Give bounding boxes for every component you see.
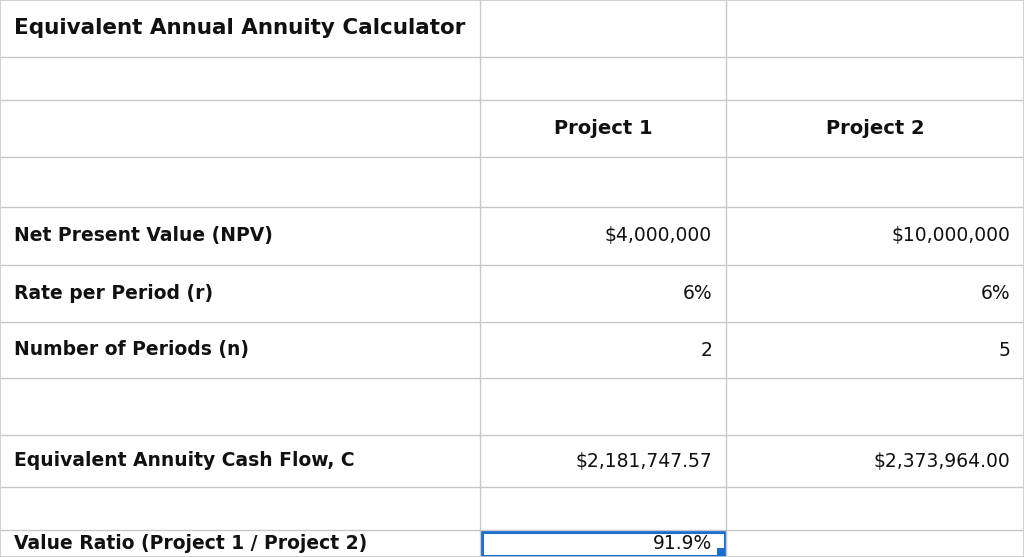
Text: Equivalent Annual Annuity Calculator: Equivalent Annual Annuity Calculator — [14, 18, 465, 38]
Text: 91.9%: 91.9% — [652, 534, 712, 553]
Text: 2: 2 — [700, 340, 712, 359]
Bar — [717, 548, 725, 555]
Text: Project 1: Project 1 — [554, 119, 652, 138]
Text: $2,181,747.57: $2,181,747.57 — [575, 452, 712, 471]
Text: 6%: 6% — [682, 284, 712, 303]
Text: Value Ratio (Project 1 / Project 2): Value Ratio (Project 1 / Project 2) — [14, 534, 368, 553]
Text: 6%: 6% — [980, 284, 1010, 303]
Text: $2,373,964.00: $2,373,964.00 — [873, 452, 1010, 471]
Text: Equivalent Annuity Cash Flow, C: Equivalent Annuity Cash Flow, C — [14, 452, 354, 471]
Text: 5: 5 — [998, 340, 1010, 359]
Text: $4,000,000: $4,000,000 — [605, 227, 712, 246]
Bar — [481, 531, 725, 555]
Text: Project 2: Project 2 — [825, 119, 925, 138]
Text: Number of Periods (n): Number of Periods (n) — [14, 340, 249, 359]
Text: Rate per Period (r): Rate per Period (r) — [14, 284, 213, 303]
Text: Net Present Value (NPV): Net Present Value (NPV) — [14, 227, 272, 246]
Text: $10,000,000: $10,000,000 — [891, 227, 1010, 246]
